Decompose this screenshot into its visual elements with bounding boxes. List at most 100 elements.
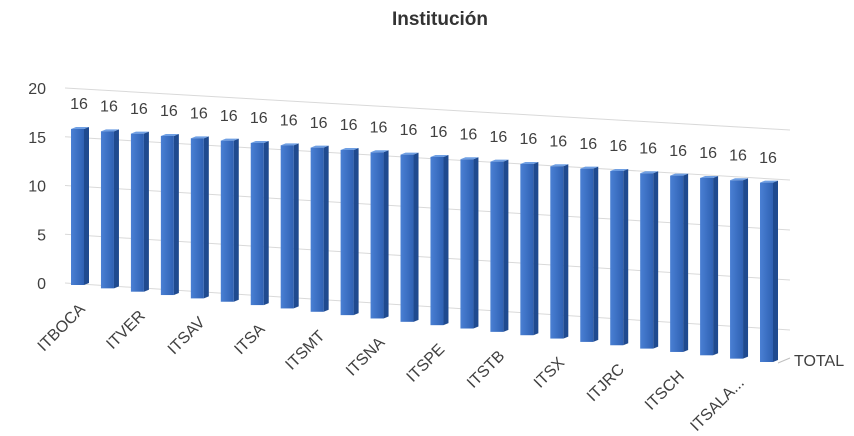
- bar: [580, 168, 594, 342]
- bar-top: [700, 175, 719, 178]
- bar: [370, 152, 384, 319]
- bar-side: [473, 157, 479, 329]
- bar: [490, 161, 504, 332]
- data-label: 16: [400, 122, 418, 139]
- data-label: 16: [130, 101, 148, 118]
- bar-top: [280, 143, 299, 146]
- bar-top: [160, 133, 179, 136]
- bar: [460, 159, 474, 329]
- bar-top: [730, 178, 749, 181]
- data-label: 16: [549, 134, 567, 151]
- bar: [130, 133, 144, 292]
- bar-side: [84, 127, 89, 285]
- bar: [250, 142, 264, 306]
- y-tick-label: 5: [37, 227, 46, 244]
- data-label: 16: [310, 115, 328, 132]
- chart-title: Institución: [392, 9, 488, 30]
- data-label: 16: [430, 124, 448, 141]
- bar-top: [430, 154, 449, 157]
- data-label: 16: [669, 143, 687, 160]
- grid-line: [64, 87, 791, 131]
- bar-side: [593, 166, 599, 342]
- bar: [670, 175, 684, 352]
- y-tick-label: 20: [28, 81, 46, 98]
- depth-tick: [777, 357, 791, 364]
- bar-side: [293, 143, 299, 309]
- grid-line: [64, 185, 791, 231]
- bar-top: [490, 159, 509, 162]
- y-tick-label: 0: [37, 276, 46, 293]
- bar-side: [383, 150, 389, 319]
- bar-side: [173, 133, 179, 296]
- bar-side: [743, 178, 749, 359]
- bar-side: [653, 171, 659, 349]
- bar-top: [580, 166, 599, 169]
- bar-top: [640, 171, 659, 174]
- bar-top: [520, 161, 539, 164]
- bar-side: [233, 138, 239, 302]
- data-label: 16: [609, 138, 627, 155]
- data-label: 16: [519, 131, 537, 148]
- bar: [280, 145, 294, 309]
- x-tick-label: ITSALA...: [687, 374, 747, 434]
- x-tick-label: ITSTB: [464, 348, 508, 392]
- x-tick-label: ITSCH: [642, 368, 688, 414]
- data-label: 16: [160, 103, 178, 120]
- bar: [190, 138, 204, 299]
- bar-side: [563, 164, 569, 339]
- bar-side: [353, 147, 359, 316]
- bar-side: [203, 136, 209, 299]
- bar-top: [220, 138, 239, 141]
- bar-top: [71, 127, 89, 129]
- bar: [220, 140, 234, 302]
- bar-side: [623, 168, 629, 346]
- bar-side: [533, 161, 539, 336]
- data-label: 16: [250, 110, 268, 127]
- x-tick-label: ITSA: [231, 321, 268, 358]
- data-label: 16: [70, 96, 88, 113]
- bar-top: [670, 173, 689, 176]
- bar-side: [443, 154, 449, 326]
- y-tick-label: 15: [28, 130, 46, 147]
- bar: [430, 156, 444, 326]
- data-label: 16: [370, 120, 388, 137]
- x-tick-label: ITSMT: [283, 327, 329, 373]
- data-label: 16: [280, 113, 298, 130]
- bar-side: [323, 145, 329, 312]
- bar-top: [760, 180, 778, 183]
- bar-top: [190, 136, 209, 139]
- bar-top: [100, 129, 119, 132]
- bar: [610, 170, 624, 346]
- x-tick-label: ITSNA: [343, 334, 389, 380]
- x-tick-label: ITSPE: [404, 341, 449, 386]
- bar-top: [460, 157, 479, 160]
- grid-line: [64, 282, 791, 331]
- data-label: 16: [220, 108, 238, 125]
- bar-side: [713, 175, 719, 356]
- bar-top: [310, 145, 329, 148]
- data-label: 16: [579, 136, 597, 153]
- x-tick-label: ITSAV: [165, 314, 209, 358]
- bar-side: [263, 140, 269, 306]
- data-label: 16: [489, 129, 507, 146]
- bar-side: [683, 173, 689, 352]
- bar: [760, 182, 773, 362]
- bar-top: [340, 147, 359, 150]
- data-label: 16: [190, 106, 208, 123]
- grid-line: [64, 233, 791, 281]
- bar: [520, 163, 534, 336]
- bar-top: [400, 152, 419, 155]
- x-tick-label: ITJRC: [584, 361, 628, 405]
- bar-top: [610, 168, 629, 171]
- bar-side: [503, 159, 509, 332]
- data-label: 16: [759, 150, 777, 167]
- x-tick-label: ITBOCA: [35, 301, 89, 355]
- x-tick-label: ITSX: [531, 354, 568, 391]
- bar-side: [413, 152, 419, 322]
- bar-top: [130, 131, 149, 134]
- bar-side: [113, 129, 119, 289]
- bar: [100, 131, 114, 289]
- bar-top: [550, 164, 569, 167]
- data-label: 16: [639, 140, 657, 157]
